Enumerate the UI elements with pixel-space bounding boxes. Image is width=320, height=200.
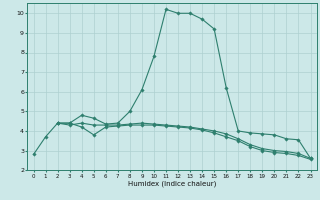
X-axis label: Humidex (Indice chaleur): Humidex (Indice chaleur) (128, 180, 216, 187)
